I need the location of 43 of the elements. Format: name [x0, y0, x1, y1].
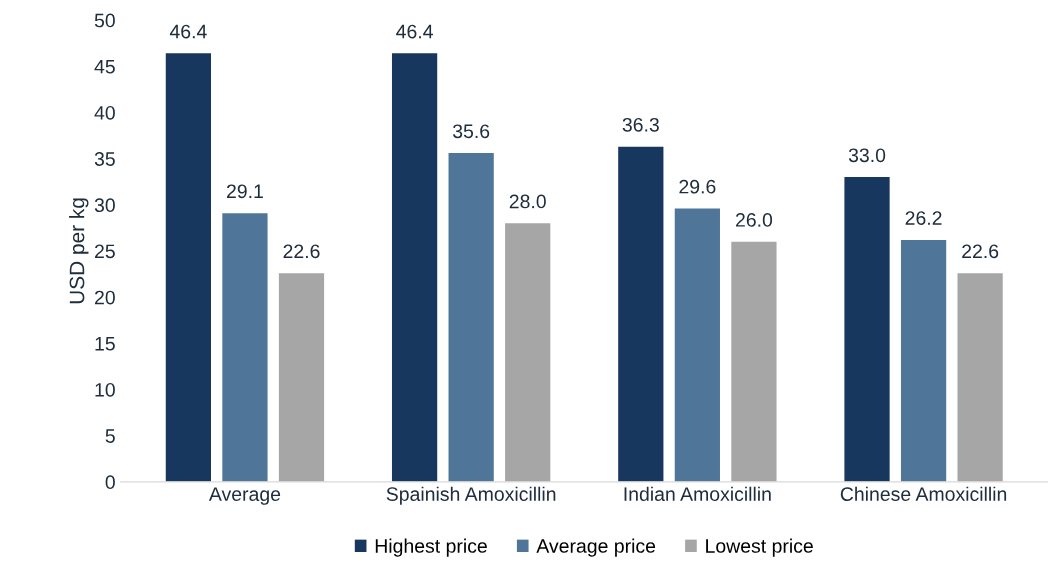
data-label: 28.0: [509, 194, 546, 209]
y-tick-label: 45: [94, 59, 115, 74]
data-label: 36.3: [622, 117, 659, 132]
legend-label: Highest price: [375, 538, 487, 557]
bar: [900, 239, 947, 482]
x-tick-label: Chinese Amoxicillin: [840, 486, 1007, 501]
bar: [391, 53, 438, 482]
bar: [844, 177, 890, 482]
data-label: 33.0: [848, 148, 886, 163]
bar: [618, 146, 664, 482]
data-label: 22.6: [283, 244, 320, 259]
y-tick-label: 25: [95, 244, 115, 259]
y-tick-label: 5: [105, 429, 115, 443]
data-label: 46.4: [396, 24, 433, 39]
bar: [448, 153, 494, 482]
y-tick-label: 0: [105, 475, 115, 490]
y-tick-label: 40: [94, 105, 115, 120]
y-tick-label: 30: [94, 198, 115, 213]
data-label: 29.6: [679, 179, 716, 194]
x-tick-label: Spainish Amoxicillin: [386, 486, 556, 505]
bar: [957, 273, 1003, 482]
bar: [731, 241, 777, 482]
bar: [165, 53, 212, 482]
x-tick-label: Indian Amoxicillin: [624, 486, 771, 501]
data-label: 26.0: [735, 213, 773, 227]
bar: [278, 273, 325, 482]
bar: [674, 208, 720, 482]
data-label: 46.4: [169, 24, 207, 39]
legend-label: Lowest price: [706, 538, 813, 557]
y-tick-label: 10: [95, 382, 115, 397]
y-axis-title: USD per kg: [69, 198, 89, 304]
y-tick-label: 35: [94, 152, 115, 166]
bar: [505, 223, 551, 482]
y-tick-label: 50: [94, 13, 115, 28]
bar: [222, 213, 268, 482]
data-label: 26.2: [905, 211, 942, 225]
legend-label: Average price: [536, 538, 656, 557]
data-label: 35.6: [452, 124, 490, 139]
y-tick-label: 20: [95, 290, 115, 305]
x-tick-label: Average: [208, 487, 281, 505]
data-label: 22.6: [962, 244, 999, 259]
data-label: 29.1: [227, 184, 263, 199]
y-tick-label: 15: [95, 337, 115, 351]
